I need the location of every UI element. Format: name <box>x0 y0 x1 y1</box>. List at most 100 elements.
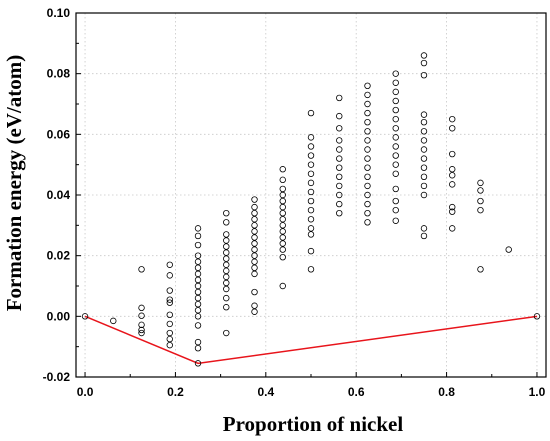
data-point <box>420 232 428 240</box>
data-point <box>194 322 202 329</box>
data-point <box>307 152 315 159</box>
data-point <box>336 94 343 102</box>
data-point <box>194 360 202 367</box>
data-point <box>166 299 173 306</box>
data-point <box>364 182 371 190</box>
x-tick-label: 0.2 <box>167 385 184 399</box>
data-point <box>449 172 456 179</box>
data-point <box>505 246 512 253</box>
y-tick-label: 0.06 <box>47 127 71 141</box>
data-point <box>307 225 315 232</box>
data-point <box>364 100 371 108</box>
data-point <box>392 79 399 86</box>
data-point <box>279 197 286 205</box>
data-point <box>307 188 315 196</box>
data-point <box>392 125 399 132</box>
data-point <box>223 231 230 238</box>
data-point <box>251 302 258 309</box>
data-point <box>420 182 428 190</box>
data-point <box>364 91 371 99</box>
x-tick-label: 1.0 <box>529 385 546 399</box>
data-point <box>477 266 484 273</box>
data-point <box>307 109 315 117</box>
data-point <box>392 206 399 214</box>
data-point <box>279 166 286 173</box>
data-point <box>194 301 202 308</box>
data-point <box>223 304 230 311</box>
data-point <box>420 118 428 126</box>
data-point <box>420 137 428 144</box>
x-tick-label: 0.8 <box>438 385 455 399</box>
data-point <box>194 241 202 249</box>
data-point <box>138 266 145 273</box>
data-point <box>336 182 343 190</box>
y-tick-label: 0.10 <box>47 6 71 20</box>
data-point <box>420 155 428 162</box>
data-point <box>449 125 456 132</box>
data-point <box>477 187 484 194</box>
data-point <box>251 196 258 203</box>
data-point <box>364 219 371 226</box>
data-point <box>420 146 428 153</box>
data-point <box>138 329 145 337</box>
data-points <box>81 52 541 367</box>
data-point <box>223 261 230 268</box>
data-point <box>279 240 286 247</box>
data-point <box>110 317 117 325</box>
data-point <box>194 258 202 265</box>
data-point <box>194 276 202 284</box>
data-point <box>477 206 484 214</box>
y-tick-label: 0.02 <box>47 249 71 263</box>
x-axis-title: Proportion of nickel <box>223 412 404 436</box>
data-point <box>449 150 456 158</box>
data-point <box>166 261 173 268</box>
data-point <box>392 106 399 114</box>
data-point <box>420 225 428 232</box>
data-point <box>194 282 202 290</box>
data-point <box>194 344 202 352</box>
x-tick-label: 0.4 <box>257 385 274 399</box>
data-point <box>449 181 456 188</box>
data-point <box>392 197 399 205</box>
data-point <box>336 200 343 208</box>
data-point <box>336 164 343 171</box>
data-point <box>336 191 343 199</box>
data-point <box>307 197 315 205</box>
data-point <box>223 273 230 281</box>
data-point <box>420 59 428 67</box>
data-point <box>279 203 286 211</box>
data-point <box>449 115 456 123</box>
y-tick-label: 0.08 <box>47 67 71 81</box>
data-point <box>251 258 258 265</box>
data-point <box>166 287 173 294</box>
data-point <box>138 304 145 312</box>
data-point <box>279 253 286 261</box>
data-point <box>279 191 286 199</box>
data-point <box>392 97 399 105</box>
data-point <box>223 243 230 250</box>
data-point <box>420 52 428 59</box>
data-point <box>364 118 371 126</box>
data-point <box>223 285 230 293</box>
data-point <box>194 270 202 278</box>
data-point <box>251 234 258 241</box>
data-point <box>166 311 173 319</box>
data-point <box>81 313 89 320</box>
data-point <box>223 219 230 226</box>
grid-lines <box>76 12 546 378</box>
data-point <box>392 217 399 224</box>
data-point <box>477 197 484 205</box>
data-point <box>138 326 145 334</box>
y-tick-label: 0.00 <box>47 309 71 323</box>
data-point <box>420 173 428 180</box>
data-point <box>420 111 428 118</box>
data-point <box>392 152 399 159</box>
data-point <box>166 335 173 343</box>
convex-hull <box>84 315 538 365</box>
data-point <box>364 137 371 144</box>
data-point <box>279 216 286 223</box>
data-point <box>251 264 258 271</box>
x-axis-ticks: 0.0 0.2 0.4 0.6 0.8 1.0 <box>77 372 546 399</box>
data-point <box>223 249 230 256</box>
